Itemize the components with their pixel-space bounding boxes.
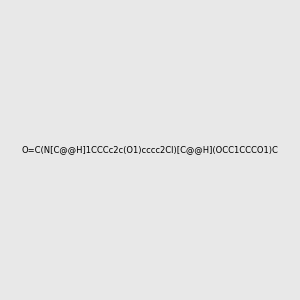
Text: O=C(N[C@@H]1CCCc2c(O1)cccc2Cl)[C@@H](OCC1CCCO1)C: O=C(N[C@@H]1CCCc2c(O1)cccc2Cl)[C@@H](OCC… (22, 146, 278, 154)
